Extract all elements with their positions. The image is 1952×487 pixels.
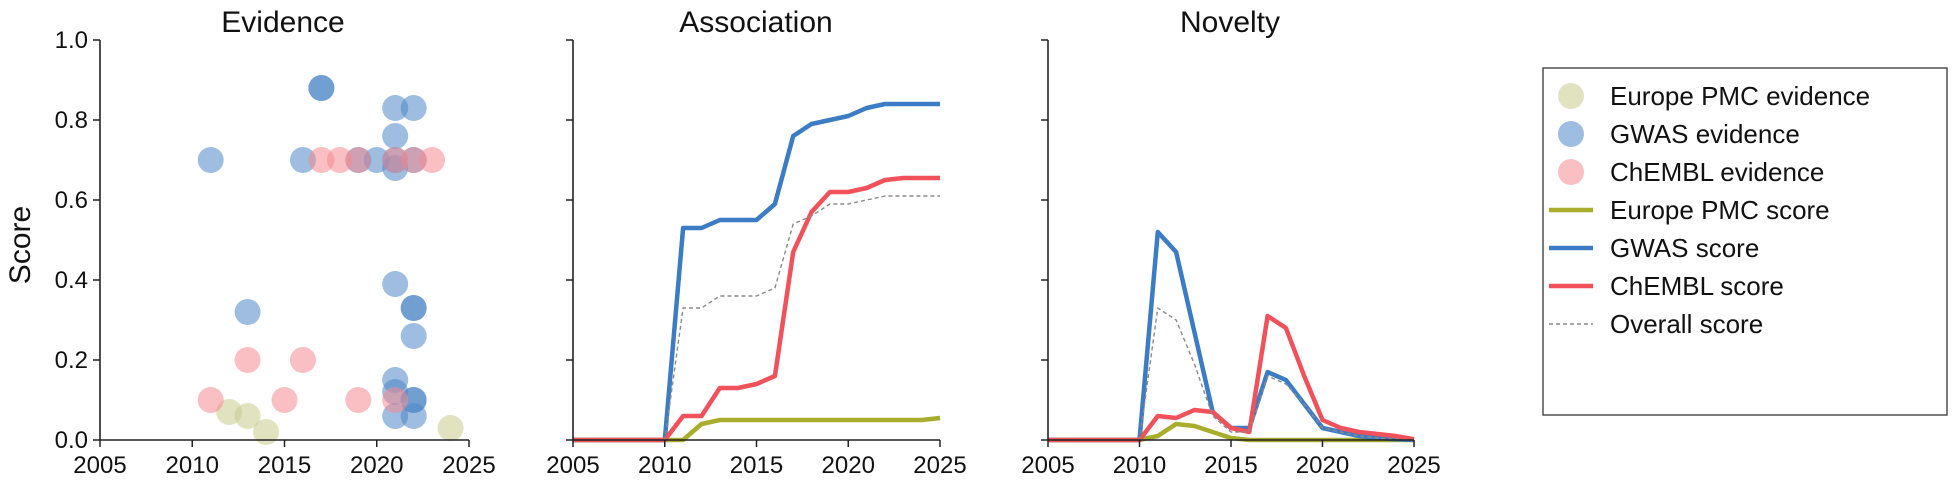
chembl-evidence-point — [271, 387, 298, 413]
x-tick-label: 2020 — [1296, 452, 1349, 479]
chembl-score-line — [1048, 313, 1415, 443]
chembl-evidence-point — [326, 147, 353, 173]
x-tick-label: 2010 — [638, 452, 691, 479]
chembl-evidence-point — [345, 387, 372, 413]
x-tick-label: 2015 — [1204, 452, 1257, 479]
legend-label: Europe PMC evidence — [1610, 81, 1870, 111]
chembl-evidence-point — [382, 387, 409, 413]
novelty-lines — [1048, 229, 1415, 443]
gwas-score-line — [1048, 229, 1415, 443]
panel-title-association: Association — [679, 6, 832, 39]
y-ticks: 0.0 0.2 0.4 0.6 0.8 1.0 — [55, 27, 100, 454]
chembl-evidence-point — [400, 147, 427, 173]
x-tick-label: 2010 — [1113, 452, 1166, 479]
panel-novelty: Novelty 2005 2010 2015 2020 2025 — [1021, 6, 1440, 479]
legend-label: ChEMBL evidence — [1610, 157, 1824, 187]
europe-pmc-evidence-point — [234, 403, 261, 429]
y-ticks — [566, 39, 573, 441]
legend-label: Overall score — [1610, 309, 1763, 339]
europe-pmc-score-line — [573, 415, 941, 443]
y-tick-label: 0.2 — [55, 347, 88, 374]
chembl-evidence-point — [234, 347, 261, 373]
panel-association: Association 2005 2010 2015 2020 2025 — [546, 6, 966, 479]
gwas-evidence-point — [400, 95, 427, 121]
x-tick-label: 2025 — [913, 452, 966, 479]
y-tick-label: 1.0 — [55, 27, 88, 54]
x-tick-label: 2015 — [258, 452, 311, 479]
chembl-evidence-point — [197, 387, 224, 413]
x-tick-label: 2020 — [822, 452, 875, 479]
x-tick-label: 2025 — [442, 452, 495, 479]
gwas-evidence-point — [289, 147, 316, 173]
gwas-evidence-point — [382, 123, 409, 149]
panel-evidence: Evidence Score 2005 2010 2015 2020 2025 0.00… — [4, 6, 496, 479]
legend-label: ChEMBL score — [1610, 271, 1784, 301]
europe-pmc-evidence-point — [253, 419, 280, 445]
gwas-evidence-point — [197, 147, 224, 173]
legend-marker-chembl-evidence — [1558, 159, 1584, 185]
legend-items: Europe PMC evidence GWAS evidence ChEMBL e… — [1549, 81, 1870, 339]
gwas-evidence-point — [382, 95, 409, 121]
chembl-evidence-point — [419, 147, 446, 173]
chembl-evidence-point — [382, 147, 409, 173]
legend-label: GWAS score — [1610, 233, 1759, 263]
evidence-markers — [197, 75, 464, 445]
legend-marker-gwas-evidence — [1558, 121, 1584, 147]
panel-title-novelty: Novelty — [1180, 6, 1280, 39]
y-axis-label: Score — [4, 206, 37, 284]
x-tick-label: 2015 — [730, 452, 783, 479]
x-tick-label: 2005 — [546, 452, 599, 479]
panel-title-evidence: Evidence — [221, 6, 344, 39]
x-tick-label: 2005 — [73, 452, 126, 479]
x-tick-label: 2010 — [166, 452, 219, 479]
chembl-evidence-point — [289, 347, 316, 373]
legend-label: GWAS evidence — [1610, 119, 1800, 149]
x-tick-label: 2025 — [1387, 452, 1440, 479]
gwas-score-line — [573, 101, 940, 443]
x-tick-label: 2020 — [350, 452, 403, 479]
x-tick-label: 2005 — [1021, 452, 1074, 479]
x-ticks: 2005 2010 2015 2020 2025 — [546, 440, 967, 479]
legend-marker-europe-pmc-evidence — [1558, 83, 1584, 109]
gwas-evidence-point — [234, 299, 261, 325]
gwas-evidence-point — [308, 75, 335, 101]
legend-box — [1542, 67, 1948, 416]
y-tick-label: 0.6 — [55, 187, 88, 214]
overall-score-line — [573, 195, 940, 441]
gwas-evidence-point — [400, 295, 427, 321]
y-tick-label: 0.8 — [55, 107, 88, 134]
legend-label: Europe PMC score — [1610, 195, 1830, 225]
gwas-evidence-point — [382, 271, 409, 297]
y-tick-label: 0.0 — [55, 427, 88, 454]
legend: Europe PMC evidence GWAS evidence ChEMBL e… — [1542, 67, 1948, 416]
y-ticks — [1041, 39, 1048, 441]
gwas-evidence-point — [400, 403, 427, 429]
chembl-evidence-point — [308, 147, 335, 173]
gwas-evidence-point — [400, 323, 427, 349]
chembl-evidence-point — [345, 147, 372, 173]
europe-pmc-evidence-point — [437, 415, 464, 441]
association-lines — [573, 101, 941, 443]
x-ticks: 2005 2010 2015 2020 2025 — [73, 440, 496, 479]
x-ticks: 2005 2010 2015 2020 2025 — [1021, 440, 1441, 479]
overall-score-line — [1048, 307, 1415, 441]
y-tick-label: 0.4 — [55, 267, 88, 294]
